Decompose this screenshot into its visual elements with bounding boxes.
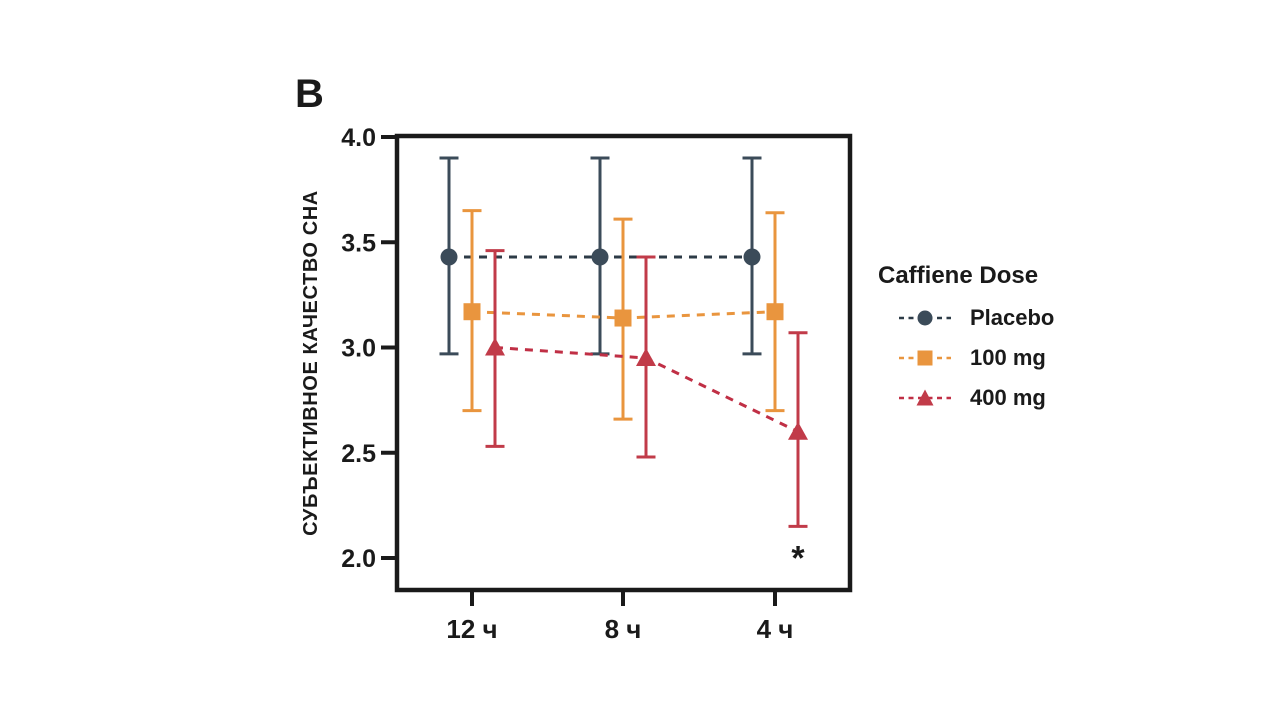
y-axis-title: СУБЪЕКТИВНОЕ КАЧЕСТВО СНА — [300, 190, 322, 536]
plot-frame — [394, 133, 853, 593]
y-tick-label: 2.0 — [341, 545, 376, 573]
legend-item-placebo: Placebo — [898, 304, 1054, 332]
legend-label: 400 mg — [970, 385, 1046, 410]
legend-item-100-mg: 100 mg — [898, 344, 1054, 372]
y-tick-label: 2.5 — [341, 440, 376, 468]
x-tick-label: 4 ч — [757, 614, 794, 644]
legend: Caffiene Dose Placebo 100 mg 400 mg — [878, 262, 1054, 412]
series-400-mg — [485, 249, 808, 528]
marker-circle — [743, 248, 761, 266]
legend-marker-triangle-icon — [899, 389, 951, 406]
y-tick-label: 3.5 — [341, 229, 376, 257]
legend-items: Placebo 100 mg 400 mg — [878, 304, 1054, 412]
panel-label: B — [295, 72, 324, 116]
marker-triangle — [788, 421, 808, 440]
marker-square — [463, 303, 481, 321]
x-axis: 12 ч 8 ч 4 ч — [446, 591, 793, 644]
y-axis: 4.0 3.5 3.0 2.5 2.0 СУБЪЕКТИВНОЕ КАЧЕСТВО СНА — [300, 124, 396, 573]
legend-item-400-mg: 400 mg — [898, 384, 1054, 412]
significance-asterisk: * — [791, 540, 805, 578]
legend-marker-square-icon — [899, 350, 951, 366]
marker-triangle — [485, 337, 505, 356]
legend-marker-circle-icon — [899, 310, 951, 326]
y-tick-label: 4.0 — [341, 124, 376, 152]
x-tick-label: 12 ч — [446, 614, 497, 644]
marker-square — [766, 303, 784, 321]
marker-square — [614, 309, 632, 327]
marker-circle — [440, 248, 458, 266]
legend-title: Caffiene Dose — [878, 262, 1039, 289]
x-tick-label: 8 ч — [605, 614, 642, 644]
y-tick-label: 3.0 — [341, 335, 376, 363]
legend-label: 100 mg — [970, 345, 1046, 370]
legend-label: Placebo — [970, 305, 1055, 330]
series-100-mg — [462, 209, 785, 421]
marker-circle — [591, 248, 609, 266]
marker-triangle — [636, 348, 656, 367]
series-placebo — [439, 156, 762, 356]
